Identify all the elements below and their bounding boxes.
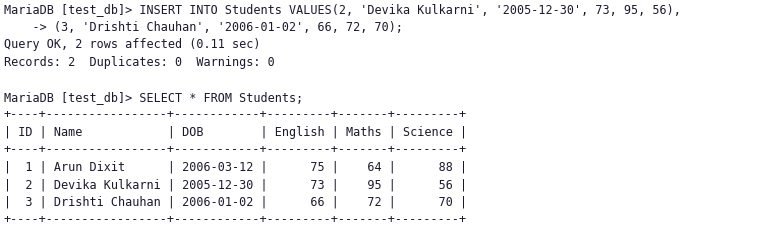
Text: MariaDB [test_db]> INSERT INTO Students VALUES(2, 'Devika Kulkarni', '2005-12-30: MariaDB [test_db]> INSERT INTO Students …: [4, 3, 680, 226]
